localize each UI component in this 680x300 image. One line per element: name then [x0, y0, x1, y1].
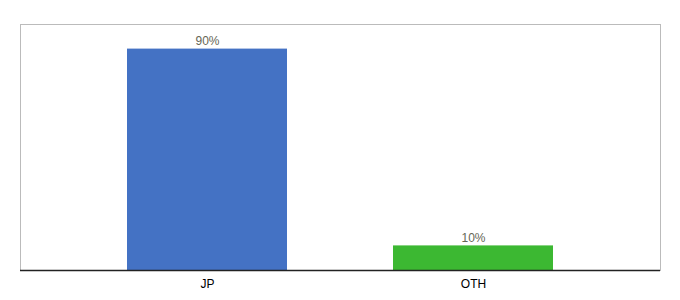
- svg-text:OTH: OTH: [461, 277, 486, 291]
- svg-text:10%: 10%: [461, 231, 485, 245]
- svg-text:JP: JP: [200, 277, 214, 291]
- svg-text:90%: 90%: [195, 34, 219, 48]
